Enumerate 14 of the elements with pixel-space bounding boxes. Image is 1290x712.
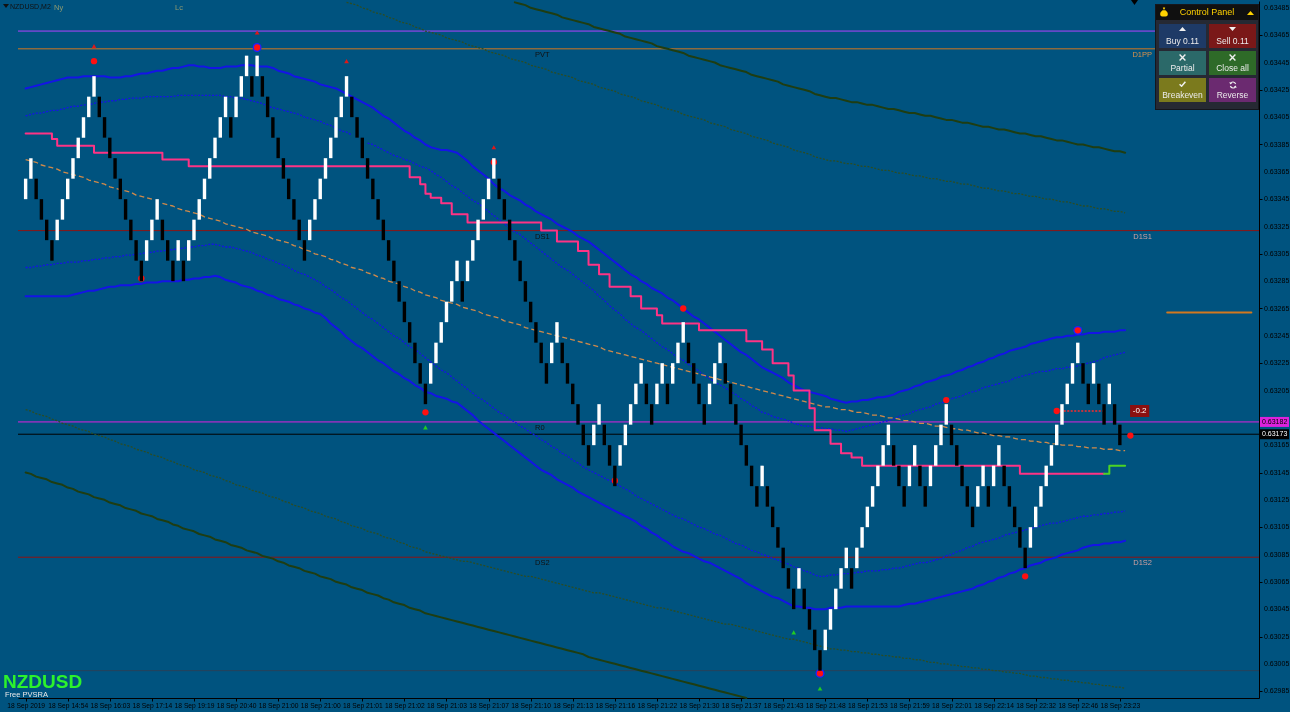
text: Control Panel xyxy=(1156,7,1258,18)
button: Partial xyxy=(1159,51,1206,75)
annotation: Buy 0.11 xyxy=(1165,36,1200,46)
button: Sell 0.11 xyxy=(1209,24,1256,48)
annotation: Breakeven xyxy=(1161,90,1204,100)
button: Reverse xyxy=(1209,78,1256,102)
annotation: Reverse xyxy=(1215,90,1250,100)
button: Buy 0.11 xyxy=(1159,24,1206,48)
button: Breakeven xyxy=(1159,78,1206,102)
annotation: Close all xyxy=(1215,63,1250,73)
annotation: Partial xyxy=(1169,63,1196,73)
button: Close all xyxy=(1209,51,1256,75)
annotation: Sell 0.11 xyxy=(1215,36,1250,46)
annotation: NZDUSD xyxy=(3,671,83,692)
